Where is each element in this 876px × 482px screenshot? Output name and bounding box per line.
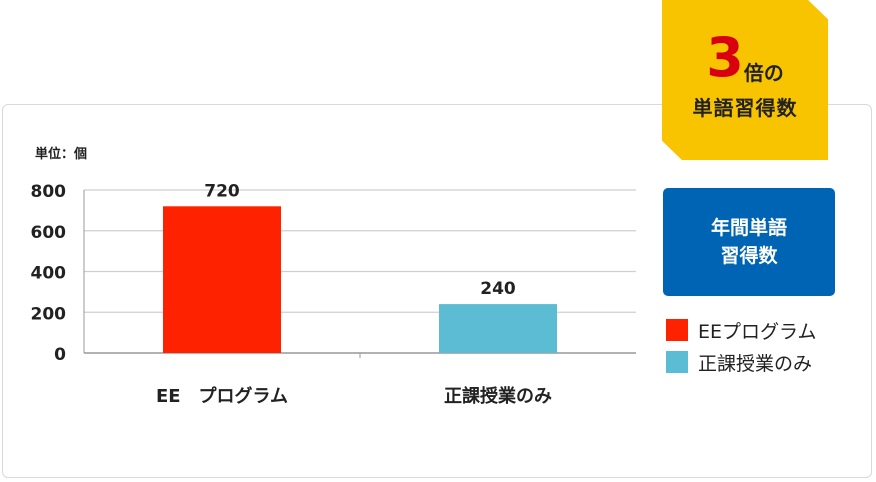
legend-swatch: [666, 319, 688, 341]
multiplier-number: 3: [706, 26, 744, 89]
legend-item-ee: EEプログラム: [666, 314, 816, 346]
legend-item-regular: 正課授業のみ: [666, 346, 816, 378]
info-box-line2: 習得数: [720, 245, 778, 267]
y-tick-label: 600: [31, 223, 67, 243]
bar: [439, 304, 557, 353]
unit-label: 単位：個: [35, 146, 87, 162]
legend-label: 正課授業のみ: [698, 352, 813, 375]
x-category-label: EE プログラム: [156, 385, 288, 407]
bar-value-label: 240: [480, 279, 516, 299]
x-category-label: 正課授業のみ: [444, 385, 552, 407]
info-box-line1: 年間単語: [710, 217, 787, 239]
bar: [163, 206, 281, 353]
y-tick-label: 0: [54, 345, 66, 365]
data-labels: 720 240: [204, 181, 516, 299]
x-axis-categories: EE プログラム 正課授業のみ: [156, 353, 552, 407]
badge-caption: 単語習得数: [692, 96, 798, 120]
bars: [163, 206, 557, 353]
bar-value-label: 720: [204, 181, 240, 201]
y-tick-label: 200: [31, 304, 67, 324]
legend: EEプログラム 正課授業のみ: [666, 314, 816, 378]
legend-label: EEプログラム: [698, 320, 817, 343]
y-tick-label: 800: [31, 182, 67, 202]
y-axis-ticks: 0 200 400 600 800: [31, 182, 67, 365]
multiplier-badge: 3倍の 単語習得数: [662, 0, 828, 160]
multiplier-suffix: 倍の: [743, 61, 784, 85]
info-box: 年間単語 習得数: [663, 188, 835, 296]
y-tick-label: 400: [31, 264, 67, 284]
legend-swatch: [666, 351, 688, 373]
